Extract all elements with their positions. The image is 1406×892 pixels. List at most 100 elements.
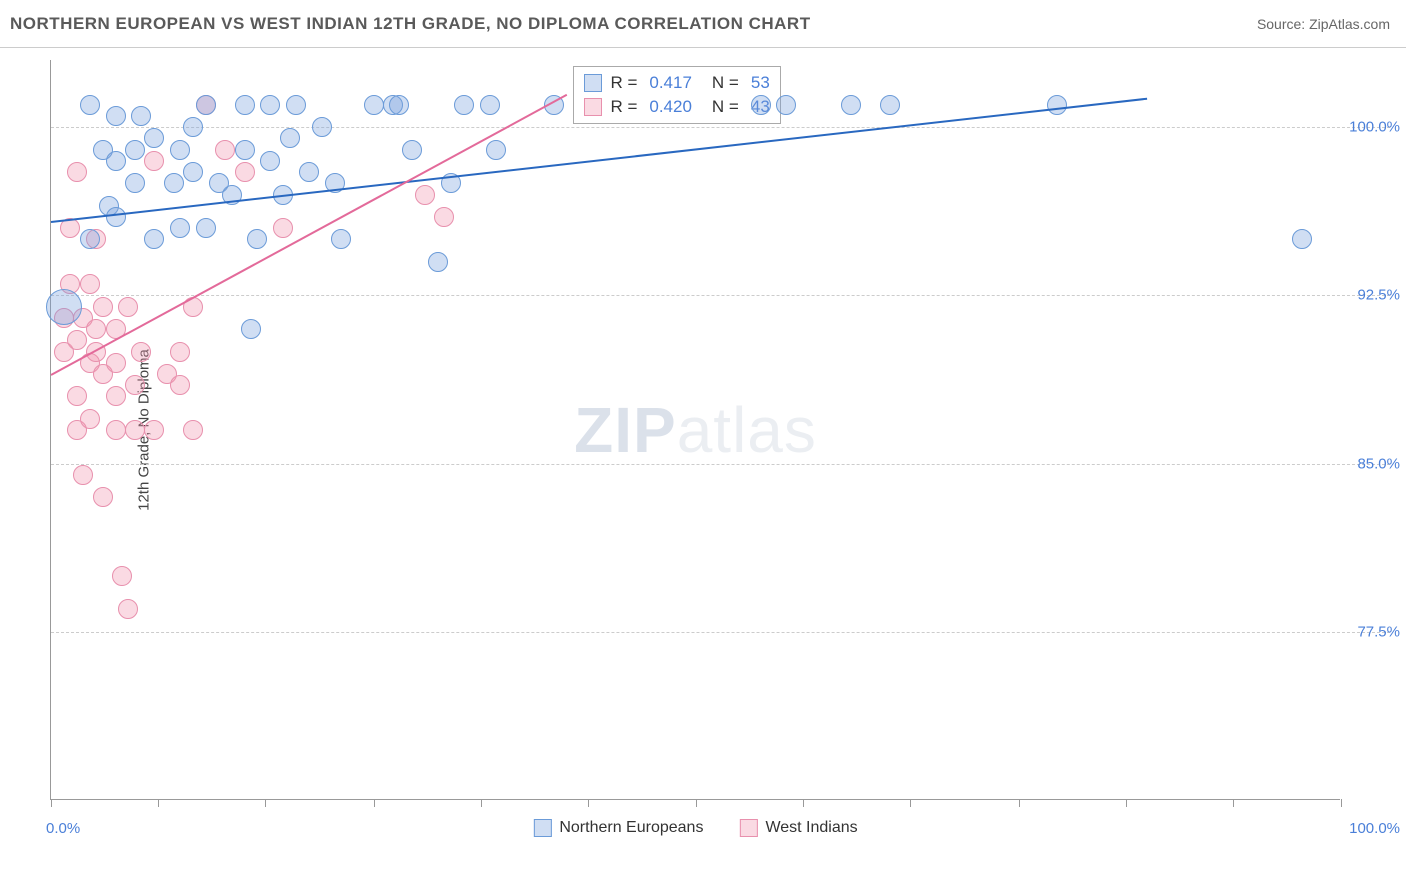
scatter-point (86, 319, 106, 339)
scatter-point (196, 218, 216, 238)
scatter-point (751, 95, 771, 115)
scatter-point (241, 319, 261, 339)
scatter-point (80, 95, 100, 115)
y-tick-label: 100.0% (1345, 119, 1400, 136)
scatter-point (106, 420, 126, 440)
swatch-icon (584, 98, 602, 116)
scatter-point (67, 162, 87, 182)
gridline (51, 295, 1390, 296)
scatter-point (118, 599, 138, 619)
scatter-point (183, 162, 203, 182)
scatter-point (93, 487, 113, 507)
scatter-point (454, 95, 474, 115)
scatter-point (106, 207, 126, 227)
scatter-point (434, 207, 454, 227)
x-axis-max-label: 100.0% (1349, 820, 1400, 837)
gridline (51, 632, 1390, 633)
scatter-point (67, 386, 87, 406)
scatter-point (106, 106, 126, 126)
scatter-point (389, 95, 409, 115)
scatter-point (331, 229, 351, 249)
scatter-point (144, 128, 164, 148)
scatter-point (125, 173, 145, 193)
y-tick-label: 77.5% (1345, 623, 1400, 640)
scatter-point (183, 117, 203, 137)
scatter-point (286, 95, 306, 115)
watermark: ZIPatlas (574, 393, 817, 467)
swatch-icon (533, 819, 551, 837)
scatter-point (106, 386, 126, 406)
scatter-point (170, 218, 190, 238)
scatter-point (247, 229, 267, 249)
x-tick (374, 799, 375, 807)
stats-legend-box: R = 0.417 N = 53 R = 0.420 N = 43 (573, 66, 780, 124)
scatter-point (486, 140, 506, 160)
scatter-point (106, 353, 126, 373)
y-tick-label: 92.5% (1345, 287, 1400, 304)
x-tick (910, 799, 911, 807)
scatter-point (480, 95, 500, 115)
scatter-point (364, 95, 384, 115)
scatter-point (112, 566, 132, 586)
x-tick (481, 799, 482, 807)
legend-item-blue: Northern Europeans (533, 819, 703, 837)
scatter-point (131, 342, 151, 362)
x-tick (158, 799, 159, 807)
scatter-point (428, 252, 448, 272)
scatter-point (183, 420, 203, 440)
scatter-point (144, 151, 164, 171)
scatter-point (415, 185, 435, 205)
x-axis-min-label: 0.0% (46, 820, 80, 837)
scatter-point (260, 95, 280, 115)
scatter-point (170, 140, 190, 160)
scatter-point (106, 151, 126, 171)
x-tick (803, 799, 804, 807)
scatter-point (196, 95, 216, 115)
scatter-point (125, 375, 145, 395)
scatter-point (402, 140, 422, 160)
scatter-point (235, 162, 255, 182)
scatter-point (273, 218, 293, 238)
legend-item-pink: West Indians (739, 819, 857, 837)
scatter-point (841, 95, 861, 115)
scatter-point (144, 229, 164, 249)
x-tick (588, 799, 589, 807)
x-tick (696, 799, 697, 807)
scatter-point (280, 128, 300, 148)
scatter-point (170, 342, 190, 362)
scatter-point (164, 173, 184, 193)
scatter-point (260, 151, 280, 171)
x-tick (1126, 799, 1127, 807)
scatter-point (312, 117, 332, 137)
bottom-legend: Northern Europeans West Indians (533, 819, 857, 837)
scatter-point (776, 95, 796, 115)
chart-header: NORTHERN EUROPEAN VS WEST INDIAN 12TH GR… (0, 0, 1406, 48)
stats-row-pink: R = 0.420 N = 43 (584, 95, 769, 119)
x-tick (1233, 799, 1234, 807)
scatter-point (67, 330, 87, 350)
gridline (51, 464, 1390, 465)
scatter-point (73, 465, 93, 485)
y-tick-label: 85.0% (1345, 455, 1400, 472)
scatter-point (125, 140, 145, 160)
stats-row-blue: R = 0.417 N = 53 (584, 71, 769, 95)
scatter-point (93, 297, 113, 317)
trendline (51, 94, 568, 376)
scatter-point (118, 297, 138, 317)
chart-plot-area: 12th Grade, No Diploma ZIPatlas 0.0% 100… (50, 60, 1340, 800)
scatter-point (215, 140, 235, 160)
chart-title: NORTHERN EUROPEAN VS WEST INDIAN 12TH GR… (10, 14, 811, 34)
swatch-icon (739, 819, 757, 837)
x-tick (1019, 799, 1020, 807)
scatter-point (131, 106, 151, 126)
scatter-point (80, 274, 100, 294)
scatter-point (299, 162, 319, 182)
scatter-point (80, 229, 100, 249)
scatter-point (235, 95, 255, 115)
scatter-point (46, 289, 82, 325)
scatter-point (144, 420, 164, 440)
scatter-point (1047, 95, 1067, 115)
x-tick (265, 799, 266, 807)
swatch-icon (584, 74, 602, 92)
scatter-point (1292, 229, 1312, 249)
